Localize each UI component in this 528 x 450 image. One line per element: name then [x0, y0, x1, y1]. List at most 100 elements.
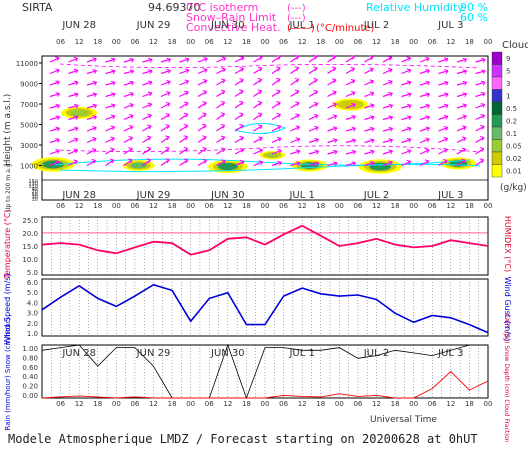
colorbar-label: 0.02 [506, 155, 522, 163]
wind-arrow [401, 93, 412, 98]
wind-arrow [179, 102, 189, 109]
wind-arrow-head [332, 90, 337, 96]
wind-arrow [271, 137, 282, 144]
hour-tick-label: 00 [484, 202, 493, 210]
wind-arrow-head [147, 102, 153, 108]
wind-arrow [123, 136, 133, 144]
low-height-tick-label: 110 [28, 184, 38, 190]
wind-arrow-head [239, 89, 244, 95]
wind-arrow-head [257, 124, 263, 130]
wind-arrow-head [147, 113, 152, 119]
wind-arrow-head [183, 158, 189, 164]
wind-arrow [197, 136, 207, 143]
wind-arrow [345, 103, 356, 109]
hour-tick-label: 06 [428, 202, 437, 210]
wind-arrow-head [369, 149, 375, 155]
wind-arrow-head [111, 69, 116, 75]
wind-arrow-head [184, 90, 189, 96]
wind-arrow-head [257, 77, 263, 83]
hour-tick-label: 00 [484, 38, 493, 46]
wind-arrow-head [239, 159, 245, 165]
series-lines [41, 224, 489, 400]
low-height-tick-label: 10 [32, 197, 38, 203]
wind-arrow [49, 149, 60, 155]
wind-arrow-head [55, 92, 61, 97]
wind-arrow [197, 57, 208, 63]
wind-arrow-head [239, 124, 244, 129]
day-label: JUL 3 [437, 190, 463, 201]
hour-tick-label: 06 [428, 400, 437, 408]
hour-tick-label: 06 [130, 202, 139, 210]
wind-arrow [345, 162, 356, 167]
wind-arrow [438, 148, 448, 155]
wind-arrow-head [166, 91, 171, 96]
wind-arrow-head [55, 137, 60, 143]
wind-arrow-head [406, 159, 412, 165]
wind-arrow [290, 67, 300, 74]
wind-arrow-head [332, 114, 338, 120]
wind-arrow-head [294, 54, 300, 60]
value-tick-label: 4.0 [27, 299, 38, 307]
wind-arrow-head [351, 138, 357, 144]
wind-arrow [290, 126, 300, 132]
wind-arrow [49, 138, 60, 144]
wind-arrow-head [331, 78, 337, 84]
value-tick-label: 15.0 [22, 243, 38, 251]
hour-tick-label: 06 [205, 400, 214, 408]
wind-arrow-head [387, 55, 393, 61]
hour-tick-label: 12 [372, 202, 381, 210]
wind-arrow [142, 136, 152, 144]
ylabel-height-low: Up to 200 m a.g.l. [5, 158, 12, 212]
hour-tick-label: 12 [75, 400, 84, 408]
hour-tick-label: 06 [353, 202, 362, 210]
wind-arrow-head [92, 57, 97, 63]
value-tick-label: 5.0 [27, 269, 38, 277]
wind-arrow [271, 56, 281, 63]
rain-line [41, 370, 489, 399]
wind-arrow-head [333, 161, 338, 167]
wind-arrow [308, 162, 319, 167]
hour-tick-label: 00 [261, 400, 270, 408]
wind-arrow [160, 102, 171, 109]
wind-arrow-head [55, 103, 61, 109]
wind-arrow-head [406, 126, 412, 132]
wind-arrow [364, 139, 375, 144]
wind-arrow-head [146, 135, 152, 141]
wind-arrow [142, 103, 152, 109]
wind-arrow-head [239, 67, 245, 72]
hour-tick-label: 18 [242, 400, 251, 408]
wind-arrow [345, 79, 356, 86]
wind-arrow [290, 55, 300, 63]
wind-arrow [216, 148, 226, 155]
wind-arrow-head [462, 57, 468, 63]
wind-arrow-head [165, 146, 170, 152]
wind-arrow-head [294, 66, 300, 72]
wind-arrow [105, 70, 116, 75]
wind-arrow [253, 161, 264, 167]
wind-arrow [271, 78, 281, 86]
wind-arrow-head [388, 138, 394, 143]
wind-arrow [327, 103, 337, 109]
hour-tick-label: 18 [93, 38, 102, 46]
wind-arrow [234, 160, 245, 167]
cloud-blob [266, 152, 279, 158]
wind-arrow [290, 162, 301, 167]
hour-tick-label: 12 [446, 38, 455, 46]
wind-arrow-head [369, 103, 375, 109]
wind-arrow-head [258, 160, 264, 166]
wind-arrow-head [276, 55, 281, 60]
hour-tick-label: 00 [112, 202, 121, 210]
wind-arrow-head [369, 67, 374, 73]
wind-arrow [197, 68, 208, 75]
wind-arrow [308, 126, 319, 132]
wind-arrow-head [407, 103, 412, 109]
wind-arrow-head [221, 78, 226, 84]
wind-arrow-head [73, 148, 79, 154]
wind-arrow-head [350, 66, 356, 72]
wind-arrow [419, 116, 430, 121]
wind-arrow-head [425, 126, 430, 132]
wind-arrow-head [314, 161, 320, 167]
cloud-fraction-line [41, 343, 488, 400]
value-tick-label: 0.40 [22, 373, 38, 381]
wind-arrow [401, 104, 412, 109]
